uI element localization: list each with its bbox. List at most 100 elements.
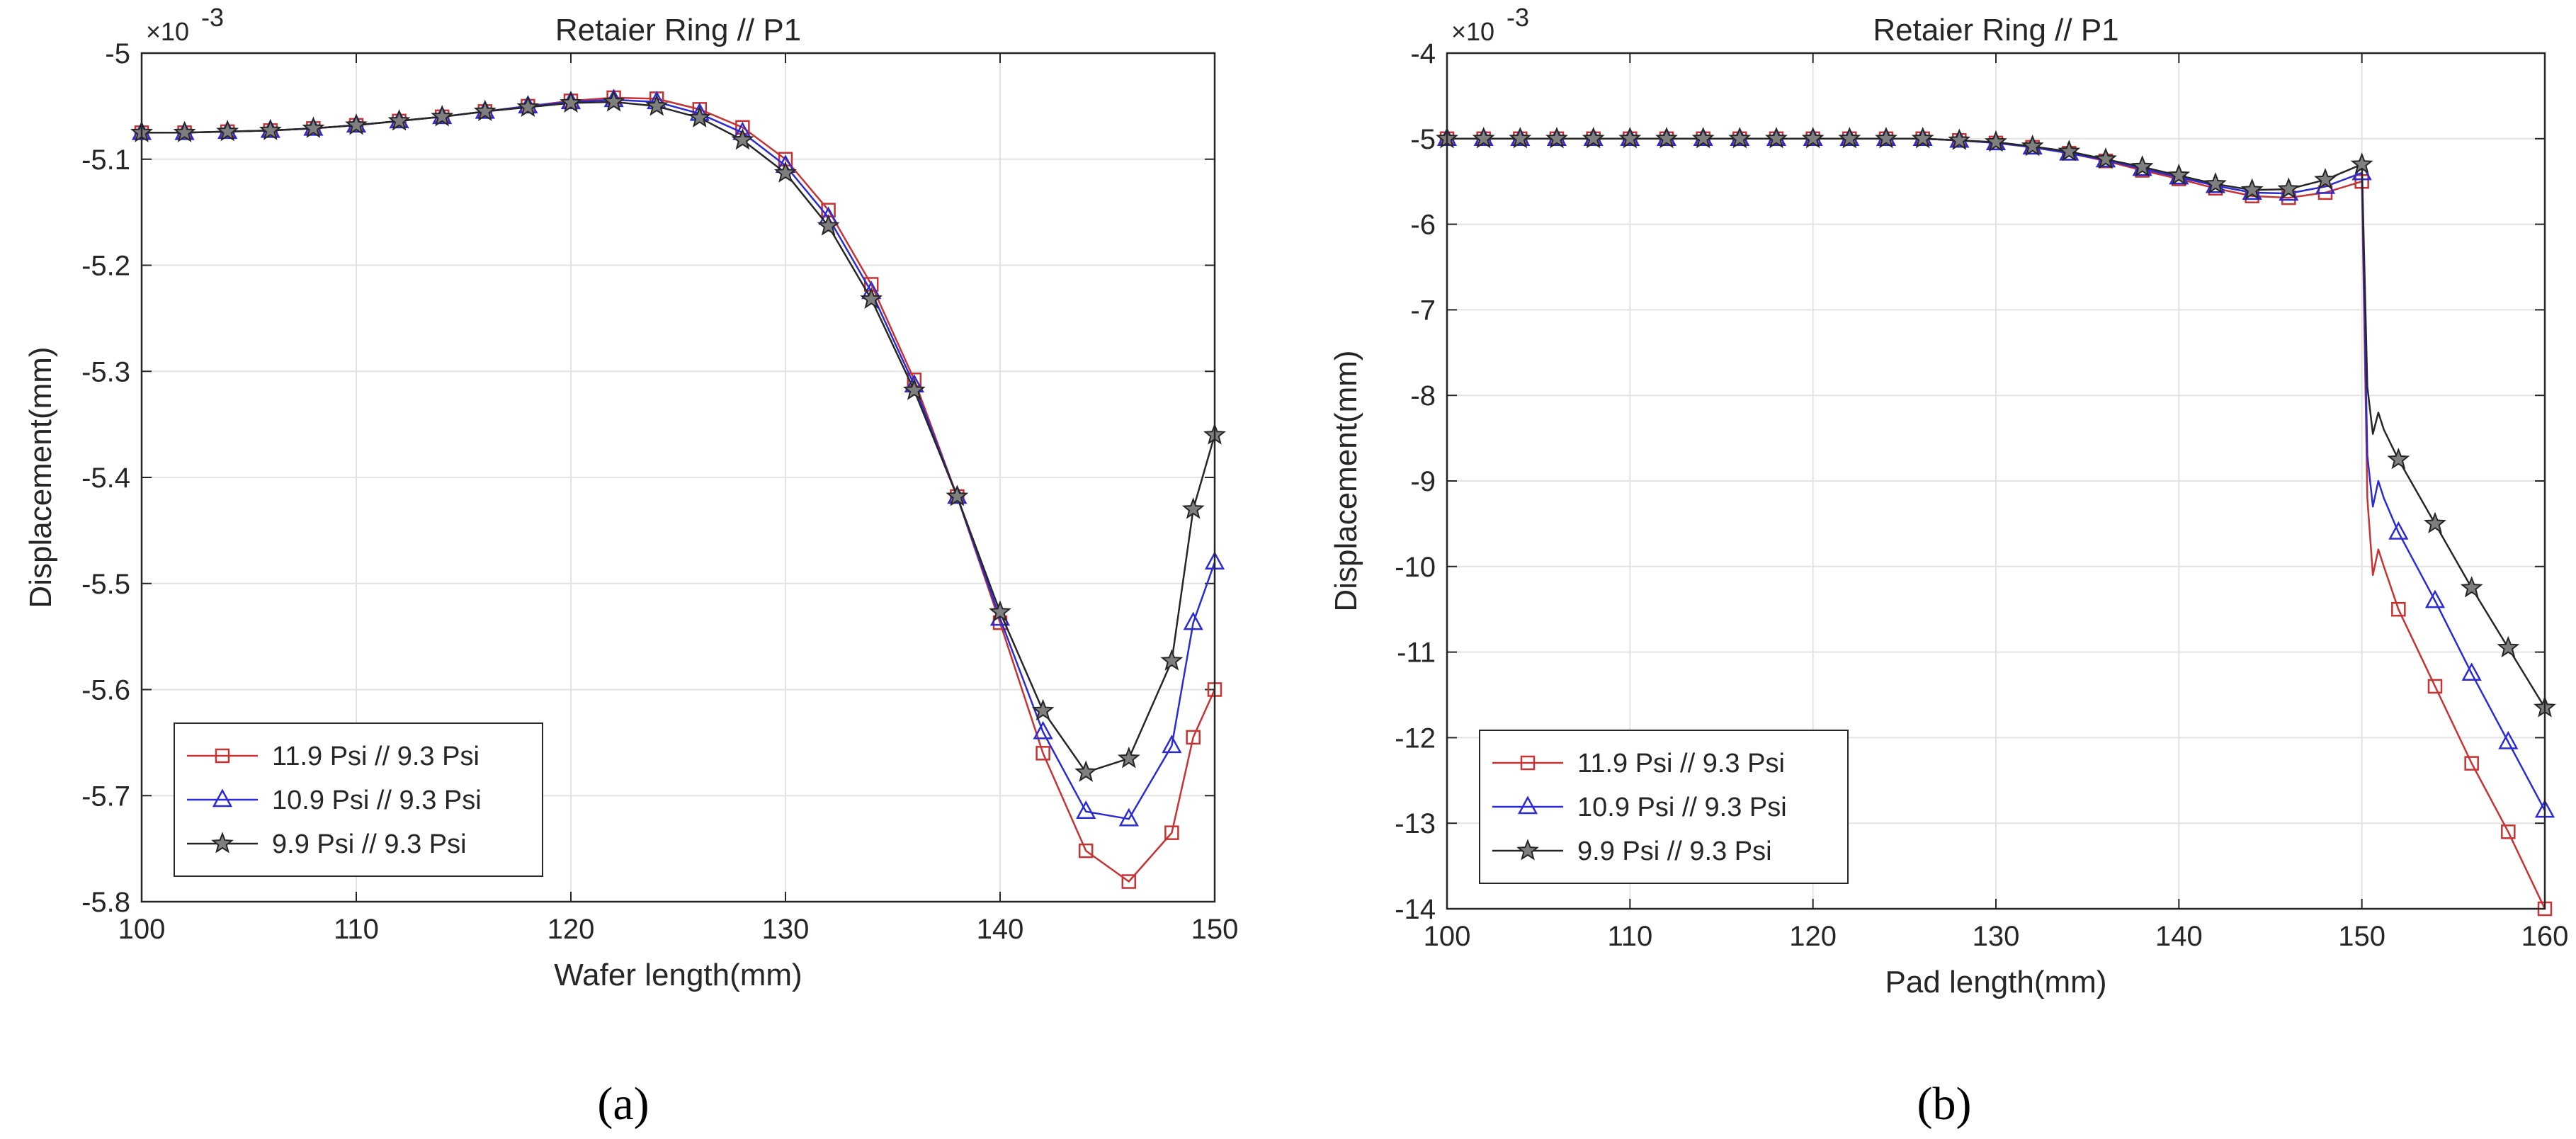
data-point: [1765, 127, 1788, 149]
data-point: [1838, 127, 1861, 149]
data-point: [1164, 825, 1179, 840]
exponent-power: -3: [201, 3, 224, 32]
legend-item: 11.9 Psi // 9.3 Psi: [1492, 749, 1785, 778]
legend-marker: [212, 788, 233, 808]
data-point: [1162, 735, 1182, 754]
data-point: [1801, 127, 1825, 149]
x-tick-label: 110: [1607, 921, 1652, 952]
x-tick-label: 100: [118, 914, 166, 945]
data-point: [1160, 649, 1184, 671]
legend-label: 9.9 Psi // 9.3 Psi: [272, 829, 467, 859]
x-tick-label: 130: [762, 914, 810, 945]
data-point: [2314, 168, 2337, 190]
axes-frame: [140, 52, 1216, 903]
x-tick-label: 120: [1789, 921, 1837, 952]
data-point: [2424, 511, 2446, 533]
data-point: [1181, 497, 1205, 519]
data-point: [2058, 140, 2081, 162]
data-point: [2388, 521, 2409, 540]
y-tick-label: -4: [1410, 38, 1436, 69]
data-point: [216, 119, 239, 142]
data-point: [1582, 127, 1605, 149]
data-point: [473, 99, 497, 121]
legend-marker: [1517, 795, 1538, 815]
legend: 11.9 Psi // 9.3 Psi 10.9 Psi // 9.3 Psi 9.…: [174, 722, 543, 877]
x-tick-label: 130: [1973, 921, 2020, 952]
data-point: [2460, 576, 2483, 598]
legend-label: 10.9 Psi // 9.3 Psi: [272, 786, 482, 815]
legend-label: 11.9 Psi // 9.3 Psi: [272, 742, 480, 771]
x-axis-label: Pad length(mm): [1885, 965, 2106, 999]
data-point: [387, 108, 411, 131]
data-point: [2427, 679, 2443, 694]
legend-label: 9.9 Psi // 9.3 Psi: [1577, 837, 1772, 866]
data-point: [173, 120, 196, 142]
legend-marker: [215, 748, 230, 764]
y-tick-label: -13: [1395, 808, 1436, 839]
y-tick-label: -8: [1410, 380, 1436, 412]
data-point: [1472, 127, 1495, 149]
data-point: [1728, 127, 1752, 149]
x-tick-label: 150: [1191, 914, 1239, 945]
data-point: [2167, 163, 2191, 186]
data-point: [431, 104, 454, 127]
legend-item: 10.9 Psi // 9.3 Psi: [187, 786, 482, 815]
data-point: [2240, 178, 2264, 200]
y-tick-label: -5.2: [81, 251, 130, 282]
data-point: [860, 287, 883, 309]
legend-item: 11.9 Psi // 9.3 Psi: [187, 742, 480, 771]
data-point: [2464, 756, 2479, 771]
data-point: [560, 91, 582, 113]
data-point: [1545, 127, 1568, 149]
data-point: [1875, 127, 1897, 149]
data-point: [774, 161, 797, 183]
y-tick-label: -9: [1410, 466, 1436, 497]
legend-label: 11.9 Psi // 9.3 Psi: [1577, 749, 1785, 778]
data-point: [946, 484, 969, 506]
chart-title: Retaier Ring // P1: [555, 13, 801, 47]
y-axis-label: Displacement(mm): [23, 346, 58, 608]
data-point: [1078, 843, 1094, 858]
y-tick-label: -11: [1397, 638, 1436, 669]
data-point: [2277, 177, 2300, 199]
data-point: [602, 90, 625, 112]
y-tick-label: -5.1: [81, 144, 130, 176]
axes-frame: [1446, 52, 2546, 910]
x-tick-label: 120: [547, 914, 595, 945]
x-tick-label: 150: [2338, 921, 2385, 952]
data-point: [2350, 152, 2373, 174]
data-point: [1948, 128, 1971, 150]
exponent-power: -3: [1507, 3, 1529, 32]
data-point: [1911, 127, 1934, 149]
data-point: [1076, 800, 1096, 819]
data-point: [1183, 611, 1203, 630]
y-tick-label: -5: [105, 38, 130, 69]
y-tick-label: -6: [1410, 210, 1436, 241]
y-tick-label: -12: [1395, 722, 1436, 754]
legend-marker: [1520, 755, 1536, 771]
data-point: [1618, 127, 1642, 149]
y-tick-label: -5.5: [81, 569, 130, 600]
y-tick-label: -5.4: [81, 463, 130, 494]
data-point: [1655, 127, 1678, 149]
data-point: [989, 600, 1011, 622]
data-point: [345, 113, 368, 135]
legend-label: 10.9 Psi // 9.3 Psi: [1577, 793, 1787, 822]
chart-panel-b: 100 110 120 130 140 150 160 -14 -13 -12 -11 -10 -9 -8…: [1329, 3, 2568, 1130]
x-tick-label: 100: [1424, 921, 1471, 952]
data-point: [2391, 601, 2406, 617]
data-point: [2387, 448, 2410, 470]
data-point: [688, 106, 711, 128]
legend: 11.9 Psi // 9.3 Psi 10.9 Psi // 9.3 Psi 9.…: [1479, 730, 1849, 884]
data-point: [1074, 760, 1098, 782]
data-point: [302, 116, 325, 138]
panel-caption: (a): [597, 1078, 649, 1130]
y-tick-label: -5.3: [81, 356, 130, 387]
data-point: [2021, 134, 2044, 157]
chart-panel-a: 100 110 120 130 140 150 -5.8 -5.7 -5.6 -5.5 -5.4 -5…: [23, 3, 1238, 1130]
x-tick-label: 160: [2521, 921, 2569, 952]
data-point: [1117, 746, 1140, 769]
data-point: [1031, 698, 1055, 721]
data-point: [2094, 147, 2117, 169]
series-star: [130, 90, 1226, 782]
